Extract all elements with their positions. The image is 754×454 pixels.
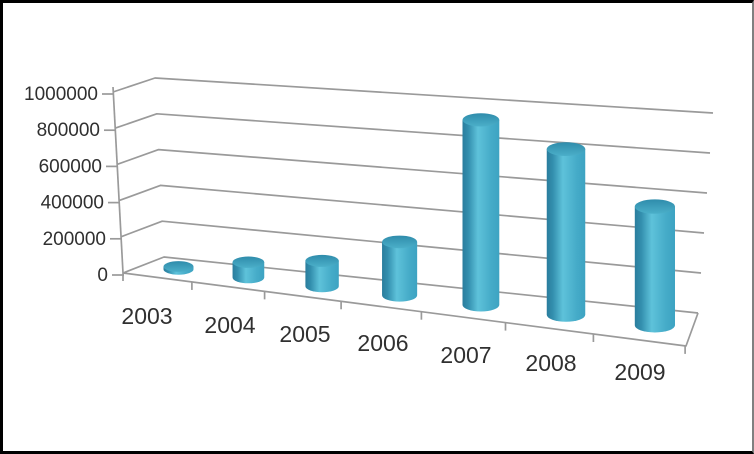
cylinder-bar-2006 xyxy=(382,235,418,302)
cylinder-top xyxy=(382,235,418,249)
x-axis-label-2003: 2003 xyxy=(121,303,172,329)
x-axis-label-2009: 2009 xyxy=(614,359,665,385)
gridlines xyxy=(112,77,714,314)
gridline-400000 xyxy=(118,184,705,234)
y-axis-label-1000000: 1000000 xyxy=(24,84,98,105)
cylinder-top xyxy=(634,199,676,214)
floor-edge xyxy=(122,272,699,347)
gridline-200000 xyxy=(120,220,702,274)
cylinder-bar-2003 xyxy=(163,261,194,275)
cylinder-body xyxy=(382,241,418,302)
value-axis-line xyxy=(112,86,124,274)
x-axis-label-2006: 2006 xyxy=(357,330,408,356)
gridline-1000000 xyxy=(112,77,714,114)
cylinder-top xyxy=(163,261,194,272)
cylinder-body xyxy=(305,260,339,293)
cylinder-bar-2008 xyxy=(546,142,586,322)
cylinder-body xyxy=(232,262,265,284)
y-axis-label-400000: 400000 xyxy=(41,193,104,214)
x-axis-label-2008: 2008 xyxy=(525,350,576,376)
x-axis-label-2004: 2004 xyxy=(204,312,255,338)
cylinder-body xyxy=(546,149,586,322)
gridline-0 xyxy=(122,256,699,314)
cylinder-3d-chart: 0 200000 400000 600000 800000 1000000 2003 2004… xyxy=(24,77,714,385)
cylinder-top xyxy=(232,256,265,268)
x-axis-label-2005: 2005 xyxy=(279,321,330,347)
cylinder-top xyxy=(546,142,586,157)
cylinder-bar-2005 xyxy=(305,254,339,293)
cylinder-bar-2009 xyxy=(634,199,676,333)
cylinder-top xyxy=(305,254,339,267)
cylinder-top xyxy=(462,113,500,127)
floor-and-category-axis xyxy=(122,272,699,354)
y-axis-label-600000: 600000 xyxy=(39,156,102,177)
cylinder-body xyxy=(634,206,675,333)
gridline-800000 xyxy=(114,112,711,154)
value-axis xyxy=(102,86,124,276)
y-axis-label-200000: 200000 xyxy=(43,229,106,250)
x-axis-labels: 2003 2004 2005 2006 2007 2008 2009 xyxy=(121,303,665,385)
x-axis-label-2007: 2007 xyxy=(440,342,491,368)
gridline-600000 xyxy=(116,148,708,194)
bars xyxy=(163,113,676,333)
y-axis-label-800000: 800000 xyxy=(37,120,100,141)
y-axis-labels: 0 200000 400000 600000 800000 1000000 xyxy=(24,84,108,286)
cylinder-bar-2007 xyxy=(462,113,500,312)
y-axis-label-0: 0 xyxy=(97,265,108,286)
cylinder-bar-2004 xyxy=(232,256,265,284)
cylinder-body xyxy=(462,119,500,312)
